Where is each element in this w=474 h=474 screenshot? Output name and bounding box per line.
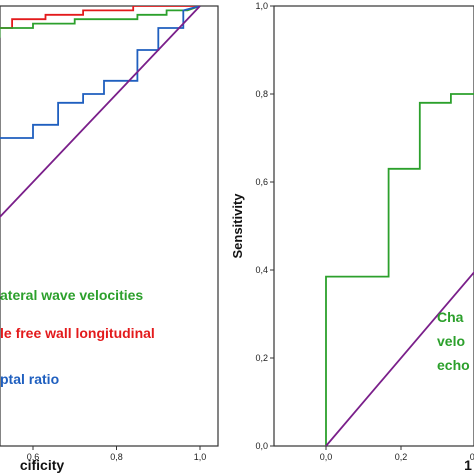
series-group [0,6,201,219]
series-group [325,93,474,446]
legend-entry: le free wall longitudinal [0,325,155,341]
roc-chart-right: 0,0 0,2 0,4 0,0 0,2 0,4 0,6 0,8 1,0 Cha velo echo 1 S… [230,1,474,473]
y-tick-label: 0,2 [255,353,268,363]
legend-entry: Cha [437,309,464,325]
y-tick-label: 0,0 [255,441,268,451]
legend-entry: echo [437,357,470,373]
roc-curve-3 [0,6,201,219]
roc-curve-1 [0,6,201,38]
x-tick-label: 0,6 [27,452,40,462]
y-tick-label: 0,4 [255,265,268,275]
x-tick-label: 0,2 [395,452,408,462]
y-tick-label: 1,0 [255,1,268,11]
legend-entry: ateral wave velocities [0,287,143,303]
x-axis-title: cificity [20,457,65,473]
plot-frame [0,5,219,447]
plot-frame [273,5,474,447]
roc-curve-2 [0,6,201,139]
roc-curve-0 [0,6,200,29]
roc-chart-left: 0,6 0,8 1,0 ateral wave velocities le free w… [0,5,219,473]
roc-curve-1 [325,270,474,446]
x-tick-label: 0,8 [110,452,123,462]
roc-curve-0 [325,93,474,446]
legend-entry: ptal ratio [0,371,59,387]
x-tick-label: 0,0 [320,452,333,462]
x-axis-title: 1 [464,457,472,473]
legend-entry: velo [437,333,465,349]
y-axis-title: Sensitivity [230,193,245,259]
y-tick-label: 0,8 [255,89,268,99]
x-tick-label: 0,4 [470,452,474,462]
x-tick-label: 1,0 [194,452,207,462]
y-tick-label: 0,6 [255,177,268,187]
